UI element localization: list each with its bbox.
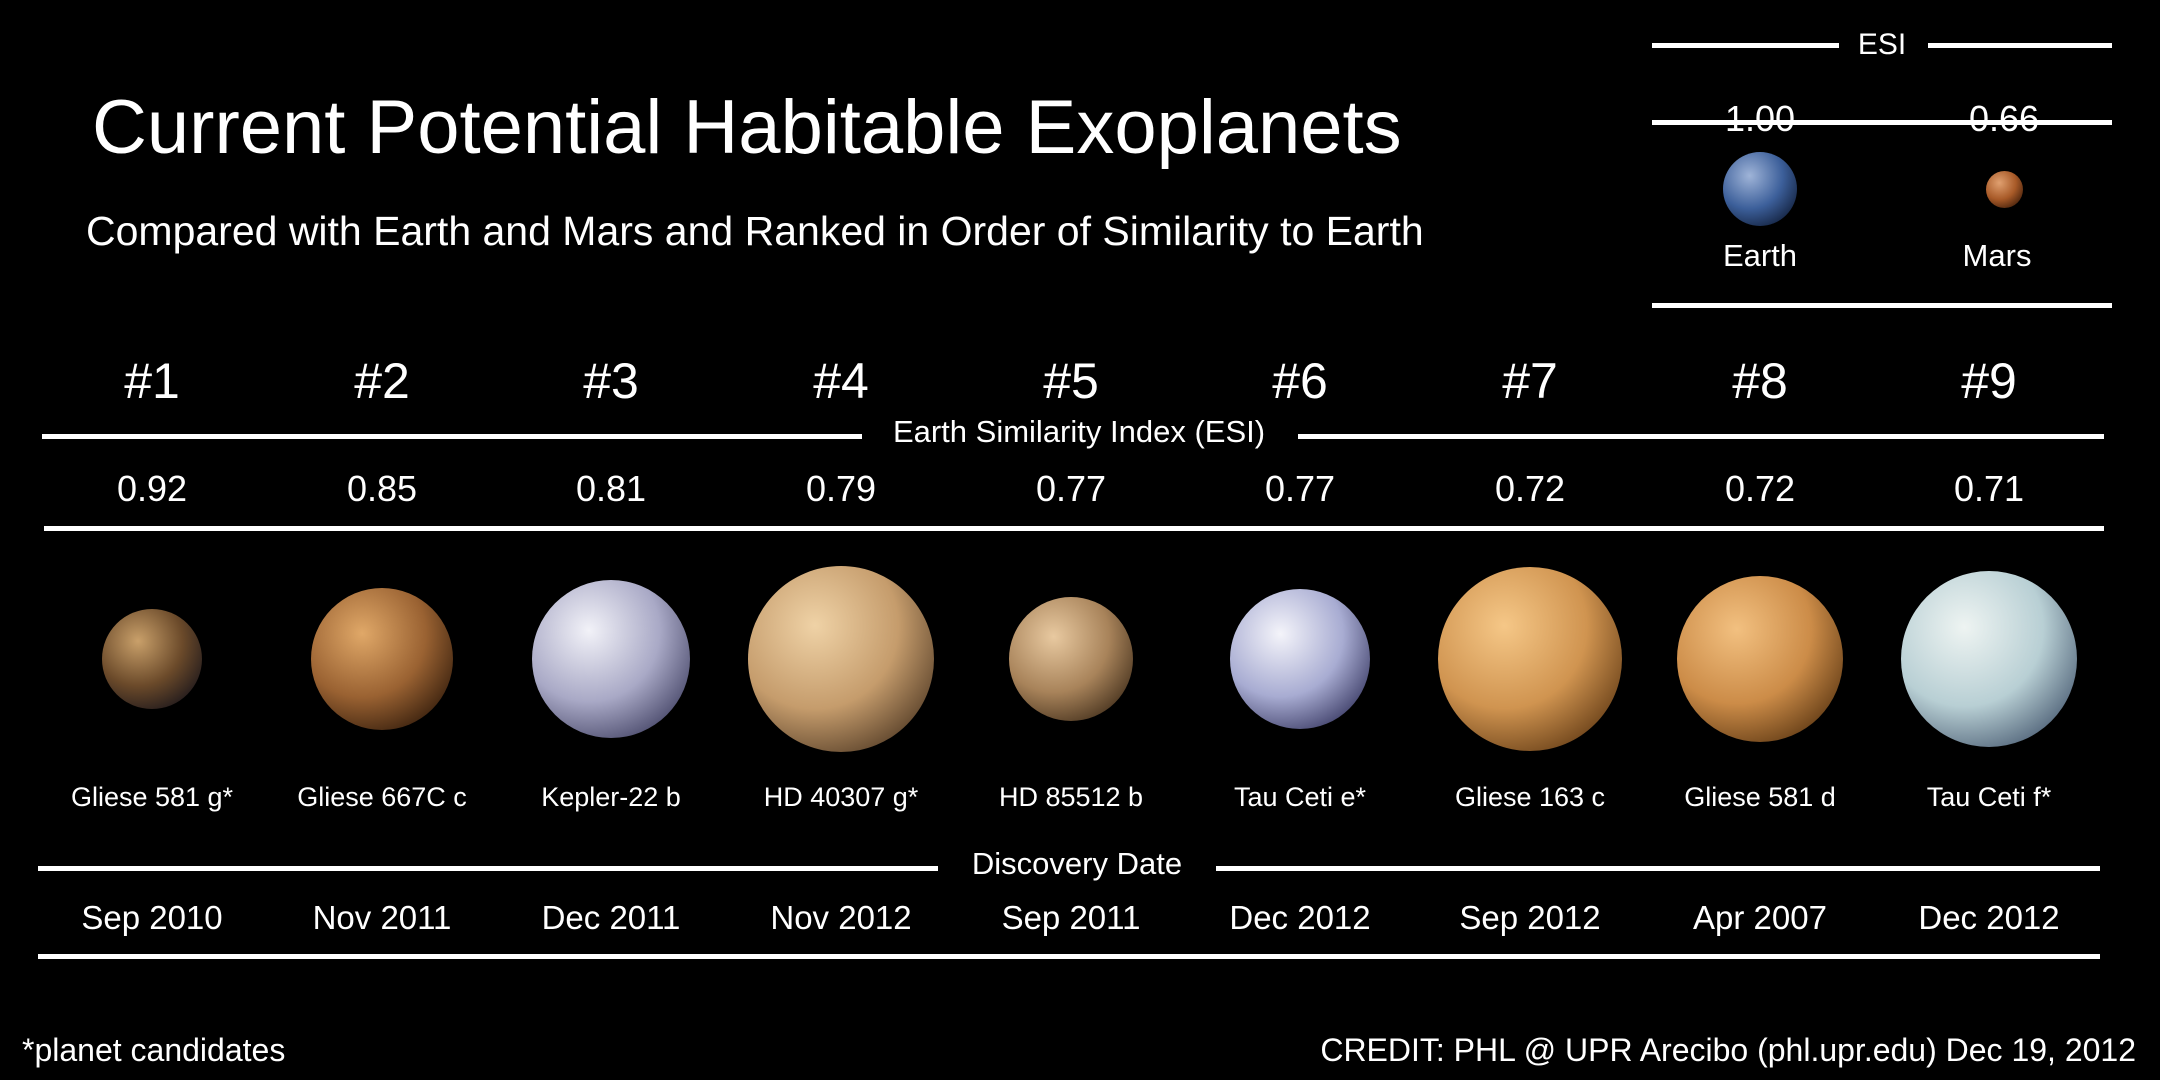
planet-sphere <box>1438 567 1622 751</box>
planet-sphere <box>311 588 453 730</box>
planet-esi-value: 0.72 <box>1494 468 1566 509</box>
esi-section-label: Earth Similarity Index (ESI) <box>892 414 1266 449</box>
planet-name: HD 40307 g* <box>763 782 919 812</box>
planet-rank: #3 <box>583 353 639 409</box>
planet-rank: #9 <box>1961 353 2017 409</box>
planet-rank: #5 <box>1043 353 1099 409</box>
planet-name: HD 85512 b <box>998 782 1144 812</box>
mars-label: Mars <box>1962 238 2032 273</box>
planet-esi-value: 0.77 <box>1035 468 1107 509</box>
credit-line: CREDIT: PHL @ UPR Arecibo (phl.upr.edu) … <box>1320 1032 2136 1068</box>
esi-line-right <box>1298 434 2104 439</box>
page-title: Current Potential Habitable Exoplanets <box>92 85 1402 170</box>
planet-rank: #1 <box>124 353 180 409</box>
planet-esi-value: 0.71 <box>1953 468 2025 509</box>
planet-rank: #6 <box>1272 353 1328 409</box>
planet-name: Tau Ceti f* <box>1926 782 2052 812</box>
planet-rank: #2 <box>354 353 410 409</box>
planet-discovery-date: Sep 2010 <box>81 899 223 936</box>
earth-sphere <box>1723 152 1797 226</box>
planet-esi-value: 0.79 <box>805 468 877 509</box>
ref-top-line-right <box>1928 43 2112 48</box>
planet-rank: #4 <box>813 353 869 409</box>
planet-discovery-date: Dec 2012 <box>1229 899 1371 936</box>
discovery-line-right <box>1216 866 2100 871</box>
planet-sphere <box>1677 576 1843 742</box>
discovery-bottom-line <box>38 954 2100 959</box>
planet-sphere <box>102 609 202 709</box>
mars-sphere <box>1986 171 2023 208</box>
earth-label: Earth <box>1722 238 1798 273</box>
planet-esi-value: 0.85 <box>346 468 418 509</box>
planet-name: Kepler-22 b <box>541 782 681 812</box>
ref-esi-header: ESI <box>1857 28 1907 61</box>
planet-sphere <box>1230 589 1370 729</box>
planet-discovery-date: Nov 2011 <box>312 899 452 936</box>
planet-name: Gliese 667C c <box>297 782 467 812</box>
planet-discovery-date: Sep 2012 <box>1459 899 1601 936</box>
planet-name: Gliese 581 d <box>1684 782 1836 812</box>
planet-discovery-date: Nov 2012 <box>770 899 912 936</box>
planet-discovery-date: Apr 2007 <box>1693 899 1827 936</box>
planet-rank: #8 <box>1732 353 1788 409</box>
esi-line-left <box>42 434 862 439</box>
planet-sphere <box>748 566 934 752</box>
planet-discovery-date: Sep 2011 <box>1001 899 1141 936</box>
esi-bottom-line <box>44 526 2104 531</box>
reference-panel: ESI 1.00 0.66 Earth Mars <box>1652 28 2112 315</box>
planet-rank: #7 <box>1502 353 1558 409</box>
ref-mid-line <box>1652 120 2112 125</box>
mars-esi-value: 0.66 <box>1968 98 2040 139</box>
planet-esi-value: 0.77 <box>1264 468 1336 509</box>
planet-esi-value: 0.81 <box>575 468 647 509</box>
planet-name: Gliese 581 g* <box>70 782 234 812</box>
ref-bottom-line <box>1652 303 2112 308</box>
planet-name: Tau Ceti e* <box>1233 782 1367 812</box>
earth-esi-value: 1.00 <box>1724 98 1796 139</box>
planet-esi-value: 0.72 <box>1724 468 1796 509</box>
ref-top-line-left <box>1652 43 1839 48</box>
planet-discovery-date: Dec 2012 <box>1918 899 2060 936</box>
planet-discovery-date: Dec 2011 <box>541 899 681 936</box>
planet-candidates-note: *planet candidates <box>22 1032 286 1068</box>
planet-sphere <box>532 580 690 738</box>
page-subtitle: Compared with Earth and Mars and Ranked … <box>86 208 1424 254</box>
planet-esi-value: 0.92 <box>116 468 188 509</box>
planet-sphere <box>1009 597 1133 721</box>
discovery-section-label: Discovery Date <box>971 846 1183 881</box>
planet-name: Gliese 163 c <box>1454 782 1606 812</box>
discovery-line-left <box>38 866 938 871</box>
planet-sphere <box>1901 571 2077 747</box>
